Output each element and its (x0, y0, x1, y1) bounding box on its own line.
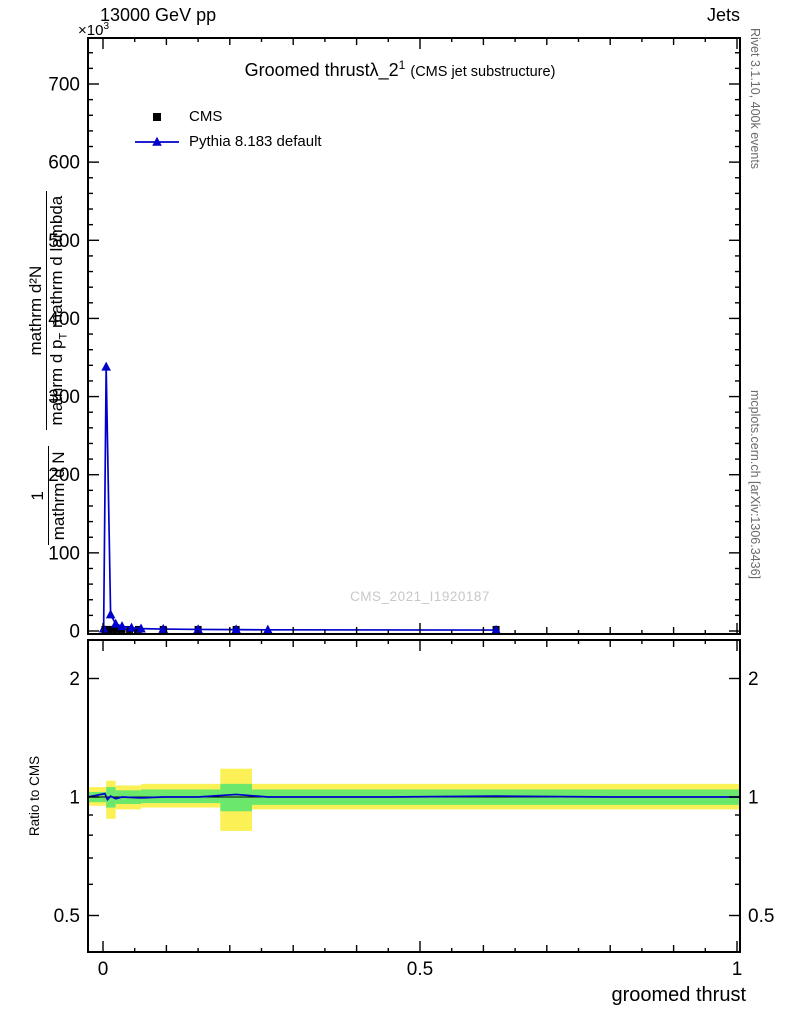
y-axis-label-prefactor-den: mathrm d N (48, 451, 68, 541)
legend-item-pythia: Pythia 8.183 default (134, 129, 322, 154)
svg-text:600: 600 (48, 153, 80, 174)
plot-title-detail: (CMS jet substructure) (410, 64, 556, 80)
scale-exponent: 3 (103, 21, 110, 32)
ratio-y-axis-label: Ratio to CMS (27, 755, 42, 837)
y-axis-label: 1 mathrm d N mathrm d²N mathrm d pT math… (18, 68, 78, 668)
svg-text:100: 100 (48, 543, 80, 564)
y-axis-label-den-b: mathrm d lambda (46, 195, 66, 333)
analysis-category-label: Jets (706, 5, 740, 25)
mcplots-arxiv-note: mcplots.cern.ch [arXiv:1306.3436] (748, 390, 762, 579)
y-axis-label-prefactor: 1 mathrm d N (27, 446, 68, 546)
x-axis-label: groomed thrust (611, 984, 746, 1006)
svg-text:0: 0 (69, 622, 80, 643)
legend-label-pythia: Pythia 8.183 default (189, 133, 322, 150)
svg-text:700: 700 (48, 75, 80, 96)
y-axis-label-prefactor-num: 1 (27, 446, 49, 546)
legend: CMS Pythia 8.183 default (134, 104, 322, 154)
svg-text:400: 400 (48, 309, 80, 330)
legend-label-cms: CMS (189, 108, 223, 125)
rivet-version-note: Rivet 3.1.10, 400k events (748, 28, 762, 170)
plot-title: Groomed thrustλ_21 (CMS jet substructure… (150, 58, 650, 81)
svg-text:200: 200 (48, 465, 80, 486)
plot-title-sup: 1 (398, 58, 406, 72)
svg-text:0.5: 0.5 (748, 906, 774, 927)
analysis-id-watermark: CMS_2021_I1920187 (350, 589, 490, 604)
plot-title-main: Groomed thrustλ_2 (244, 60, 399, 80)
svg-text:0.5: 0.5 (407, 959, 433, 980)
svg-text:0: 0 (98, 959, 109, 980)
svg-text:1: 1 (732, 959, 743, 980)
pythia-triangle-line-marker-icon (134, 135, 180, 149)
svg-text:2: 2 (69, 669, 80, 690)
y-axis-label-fraction: mathrm d²N mathrm d pT mathrm d lambda (26, 190, 70, 431)
svg-text:500: 500 (48, 231, 80, 252)
y-axis-label-fraction-num: mathrm d²N (26, 190, 47, 431)
y-axis-label-fraction-den: mathrm d pT mathrm d lambda (47, 191, 70, 431)
cms-square-marker-icon (134, 110, 180, 124)
scale-base: ×10 (78, 22, 104, 39)
svg-text:1: 1 (748, 788, 759, 809)
svg-text:1: 1 (69, 788, 80, 809)
svg-text:300: 300 (48, 387, 80, 408)
y-scale-multiplier: ×103 (78, 21, 109, 39)
legend-item-cms: CMS (134, 104, 322, 129)
y-axis-label-den-a: mathrm d p (46, 339, 66, 426)
y-axis-label-den-sub: T (57, 332, 70, 340)
svg-text:2: 2 (748, 669, 759, 690)
beam-energy-label: 13000 GeV pp (100, 5, 217, 25)
svg-text:0.5: 0.5 (54, 906, 80, 927)
